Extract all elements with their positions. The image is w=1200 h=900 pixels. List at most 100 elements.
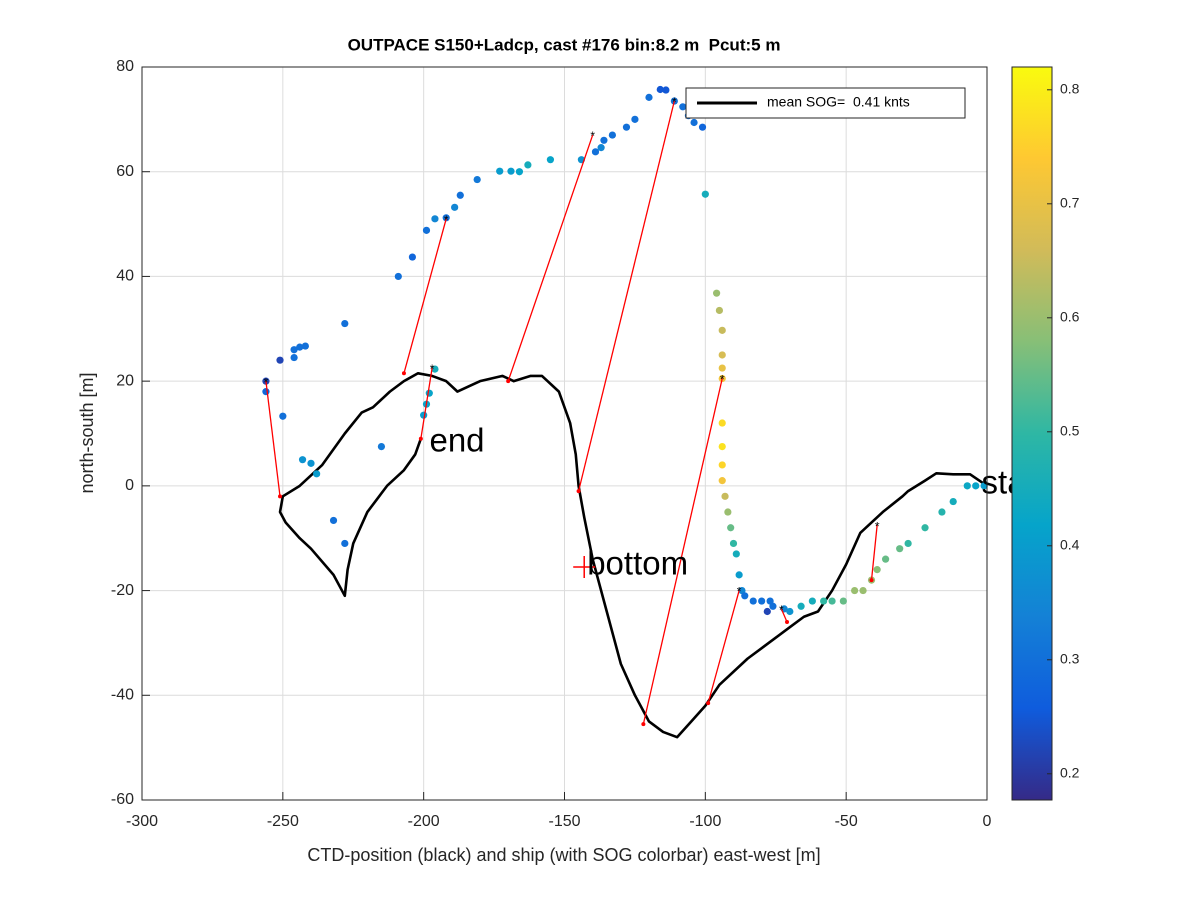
annotation-marker <box>573 556 596 579</box>
x-axis-label: CTD-position (black) and ship (with SOG … <box>307 845 820 865</box>
ship-point <box>718 419 726 427</box>
ship-point <box>718 351 726 359</box>
y-tick-label: 40 <box>116 268 134 285</box>
ship-point <box>290 353 298 362</box>
ship-point <box>690 118 698 127</box>
colorbar-tick-label: 0.7 <box>1060 194 1080 210</box>
link-line <box>403 218 447 374</box>
ship-point <box>451 203 459 211</box>
ship-point <box>524 161 532 169</box>
ship-point <box>701 190 709 198</box>
ship-point <box>938 508 946 516</box>
link-line <box>420 367 433 439</box>
y-tick-label: 80 <box>116 58 134 75</box>
link-line <box>870 525 878 581</box>
ship-point <box>972 482 980 490</box>
x-tick-label: -300 <box>126 813 158 830</box>
ship-point <box>631 115 639 123</box>
ship-point <box>718 326 726 334</box>
ship-point <box>608 131 616 139</box>
ship-point <box>715 306 724 315</box>
ctd-end <box>869 578 874 583</box>
ship-point <box>763 607 771 616</box>
ship-point <box>290 346 298 354</box>
link-line <box>642 378 723 725</box>
ship-point <box>820 597 828 605</box>
ship-point <box>329 516 338 525</box>
annotation: bottom <box>587 545 688 582</box>
x-tick-label: -200 <box>408 813 440 830</box>
ship-point <box>622 123 631 131</box>
ship-point <box>698 123 707 131</box>
y-tick-label: -20 <box>111 582 134 599</box>
ship-point <box>301 342 309 350</box>
ship-point <box>904 539 912 548</box>
ship-point <box>729 539 738 548</box>
ship-point <box>873 566 881 574</box>
ship-star: * <box>590 129 595 143</box>
ship-star: * <box>737 585 742 599</box>
colorbar-tick-label: 0.2 <box>1060 764 1080 780</box>
ship-point <box>851 586 859 595</box>
ship-point <box>679 103 687 111</box>
ship-point <box>718 477 726 485</box>
ctd-end <box>785 619 790 624</box>
x-tick-label: -100 <box>689 813 721 830</box>
y-axis-label: north-south [m] <box>77 372 97 493</box>
annotation: end <box>429 422 484 459</box>
ship-point <box>828 597 836 605</box>
ship-point <box>859 586 867 595</box>
ship-point <box>882 555 890 563</box>
ship-star: * <box>779 603 784 617</box>
ship-point <box>949 497 957 506</box>
ship-point <box>408 253 416 261</box>
ship-point <box>732 550 740 558</box>
ship-star: * <box>875 519 880 533</box>
ship-point <box>656 85 664 94</box>
ship-point <box>741 592 749 600</box>
ship-point <box>422 226 431 234</box>
ship-point <box>718 461 726 469</box>
ship-point <box>724 508 732 516</box>
ship-point <box>276 356 284 364</box>
ship-point <box>980 482 988 490</box>
ship-star: * <box>264 375 269 389</box>
link-line <box>265 381 281 497</box>
y-tick-label: -60 <box>111 791 134 808</box>
colorbar-tick-label: 0.5 <box>1060 422 1080 438</box>
ship-star: * <box>430 362 435 376</box>
ship-point <box>600 136 608 144</box>
ship-point <box>496 167 504 175</box>
ship-point <box>296 343 304 351</box>
ship-point <box>808 597 816 605</box>
chart-title: OUTPACE S150+Ladcp, cast #176 bin:8.2 m … <box>348 35 781 54</box>
ship-point <box>546 156 555 164</box>
ship-point <box>662 86 670 94</box>
ship-star: * <box>444 213 449 227</box>
x-tick-label: -250 <box>267 813 299 830</box>
ctd-end <box>278 494 283 499</box>
ship-point <box>377 442 386 451</box>
ctd-end <box>641 722 646 727</box>
colorbar-tick-label: 0.6 <box>1060 308 1080 324</box>
y-tick-label: 20 <box>116 372 134 389</box>
ship-point <box>718 364 726 372</box>
ship-point <box>721 492 729 500</box>
ship-point <box>839 597 847 605</box>
legend-label: mean SOG= 0.41 knts <box>767 94 910 110</box>
link-line <box>707 590 740 704</box>
ship-point <box>298 456 307 464</box>
ship-point <box>515 168 524 176</box>
ship-point <box>456 191 464 199</box>
x-tick-label: 0 <box>983 813 992 830</box>
ship-point <box>758 597 766 605</box>
ship-point <box>341 539 349 548</box>
colorbar-tick-label: 0.4 <box>1060 536 1080 552</box>
ship-point <box>727 524 735 532</box>
ctd-end <box>576 489 581 494</box>
x-tick-label: -50 <box>835 813 858 830</box>
y-tick-label: 60 <box>116 163 134 180</box>
ship-point <box>718 442 726 451</box>
ship-point <box>963 482 971 490</box>
